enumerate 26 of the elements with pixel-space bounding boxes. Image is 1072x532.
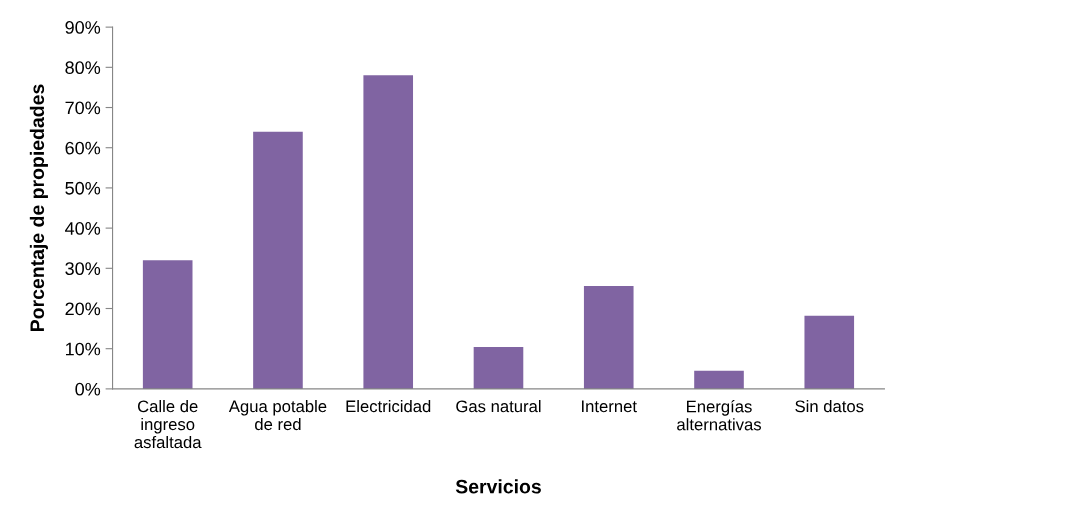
bar (583, 285, 634, 389)
y-tick-label: 30% (65, 262, 101, 276)
y-tick-label: 80% (65, 61, 101, 75)
y-tick-label: 60% (65, 141, 101, 155)
x-tick-label: Gas natural (456, 400, 541, 413)
x-tick-label: Energías alternativas (677, 400, 762, 431)
bar (694, 370, 744, 389)
y-axis-title: Porcentaje de propiedades (29, 84, 48, 331)
bar (363, 75, 414, 389)
bar (142, 260, 193, 389)
x-tick-label: Electricidad (346, 400, 431, 413)
y-tick-label: 70% (65, 101, 101, 115)
x-tick-label: Calle de ingreso asfaltada (134, 400, 202, 449)
y-tick-label: 10% (65, 342, 101, 356)
y-tick-label: 50% (65, 181, 101, 195)
bar (473, 347, 524, 389)
bar (253, 131, 303, 389)
x-tick-label: Sin datos (795, 400, 864, 413)
bar (804, 315, 855, 389)
y-tick-label: 20% (65, 302, 101, 316)
x-axis-title: Servicios (455, 479, 541, 494)
x-tick-label: Internet (582, 400, 637, 413)
y-tick-label: 40% (65, 222, 101, 235)
y-tick-label: 90% (65, 21, 101, 34)
x-tick-label: Agua potable de red (228, 400, 327, 431)
y-tick-label: 0% (75, 382, 101, 396)
